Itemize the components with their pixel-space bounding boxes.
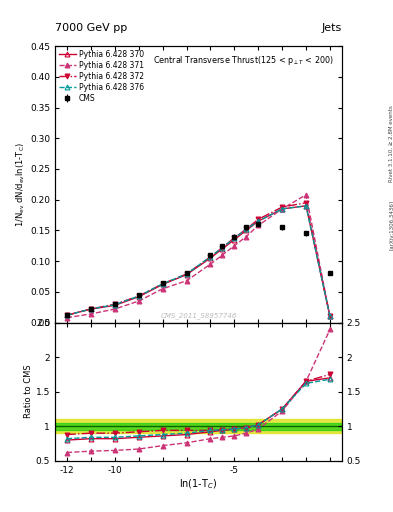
Pythia 6.428 372 [220, 245, 225, 251]
Line: Pythia 6.428 370: Pythia 6.428 370 [64, 203, 332, 319]
Legend: Pythia 6.428 370, Pythia 6.428 371, Pythia 6.428 372, Pythia 6.428 376, CMS: Pythia 6.428 370, Pythia 6.428 371, Pyth… [57, 48, 145, 104]
Pythia 6.428 376 [244, 226, 249, 232]
Pythia 6.428 376 [256, 218, 261, 224]
Pythia 6.428 376 [112, 302, 117, 308]
Pythia 6.428 371 [184, 278, 189, 284]
Pythia 6.428 376 [232, 236, 237, 242]
Pythia 6.428 370 [232, 237, 237, 243]
Pythia 6.428 376 [64, 312, 69, 318]
Pythia 6.428 372 [64, 312, 69, 318]
Pythia 6.428 376 [220, 245, 225, 251]
Pythia 6.428 371 [328, 313, 332, 319]
Pythia 6.428 372 [184, 271, 189, 277]
Pythia 6.428 376 [280, 206, 285, 212]
Pythia 6.428 371 [208, 261, 213, 267]
Text: [arXiv:1306.3436]: [arXiv:1306.3436] [389, 200, 393, 250]
Text: 7000 GeV pp: 7000 GeV pp [55, 23, 127, 33]
Text: CMS_2011_S8957746: CMS_2011_S8957746 [160, 312, 237, 319]
Pythia 6.428 372 [244, 226, 249, 232]
Pythia 6.428 371 [112, 306, 117, 312]
Pythia 6.428 370 [328, 313, 332, 319]
Pythia 6.428 376 [328, 313, 332, 319]
Pythia 6.428 372 [136, 293, 141, 299]
Y-axis label: Ratio to CMS: Ratio to CMS [24, 365, 33, 418]
Pythia 6.428 372 [232, 234, 237, 241]
Pythia 6.428 372 [160, 281, 165, 287]
Pythia 6.428 376 [136, 293, 141, 299]
Pythia 6.428 371 [136, 298, 141, 304]
Pythia 6.428 370 [184, 271, 189, 278]
Pythia 6.428 370 [256, 218, 261, 224]
Y-axis label: 1/N$_{\mathsf{ev}}$ dN/d$_{\mathsf{ev}}$ln(1-T$_\mathsf{C}$): 1/N$_{\mathsf{ev}}$ dN/d$_{\mathsf{ev}}$… [15, 142, 27, 227]
Pythia 6.428 372 [112, 301, 117, 307]
Pythia 6.428 376 [160, 281, 165, 287]
Pythia 6.428 371 [64, 314, 69, 321]
Pythia 6.428 376 [184, 271, 189, 277]
Bar [55, 419, 342, 433]
Pythia 6.428 372 [208, 254, 213, 260]
Pythia 6.428 372 [256, 216, 261, 222]
Pythia 6.428 370 [244, 227, 249, 233]
Line: Pythia 6.428 371: Pythia 6.428 371 [64, 193, 332, 320]
Pythia 6.428 372 [304, 200, 309, 206]
Pythia 6.428 371 [88, 311, 93, 317]
Pythia 6.428 371 [280, 206, 285, 212]
Pythia 6.428 370 [280, 206, 285, 212]
Pythia 6.428 372 [88, 306, 93, 312]
Pythia 6.428 370 [112, 302, 117, 308]
Text: Central Transverse Thrust(125 < p$_{\perp T}$ < 200): Central Transverse Thrust(125 < p$_{\per… [152, 54, 333, 68]
Pythia 6.428 370 [136, 294, 141, 300]
Line: Pythia 6.428 376: Pythia 6.428 376 [64, 203, 332, 319]
Pythia 6.428 376 [88, 306, 93, 312]
Text: Rivet 3.1.10, ≥ 2.8M events: Rivet 3.1.10, ≥ 2.8M events [389, 105, 393, 182]
Bar [55, 423, 342, 430]
Pythia 6.428 371 [256, 222, 261, 228]
Pythia 6.428 371 [220, 252, 225, 258]
Pythia 6.428 370 [160, 282, 165, 288]
Line: Pythia 6.428 372: Pythia 6.428 372 [64, 200, 332, 319]
Pythia 6.428 370 [88, 306, 93, 312]
Pythia 6.428 371 [304, 191, 309, 198]
Pythia 6.428 372 [328, 313, 332, 319]
Pythia 6.428 372 [280, 204, 285, 210]
Text: Jets: Jets [321, 23, 342, 33]
Pythia 6.428 376 [208, 254, 213, 260]
Pythia 6.428 376 [304, 203, 309, 209]
Pythia 6.428 371 [160, 286, 165, 292]
X-axis label: ln(1-T$_C$): ln(1-T$_C$) [179, 477, 218, 491]
Pythia 6.428 371 [232, 243, 237, 249]
Pythia 6.428 371 [244, 233, 249, 240]
Pythia 6.428 370 [220, 246, 225, 252]
Pythia 6.428 370 [304, 203, 309, 209]
Pythia 6.428 370 [64, 312, 69, 318]
Pythia 6.428 370 [208, 255, 213, 261]
